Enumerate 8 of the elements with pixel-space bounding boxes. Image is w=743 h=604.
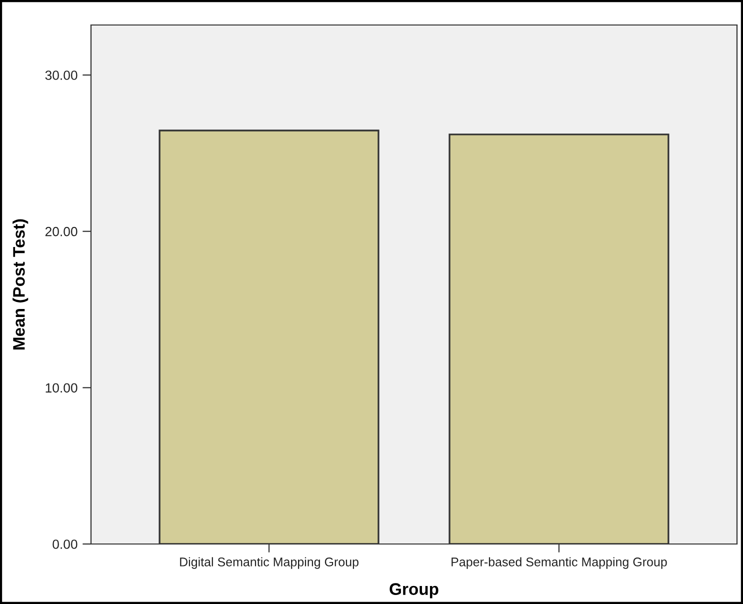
y-tick-label: 0.00 (52, 540, 78, 549)
y-tick-label: 20.00 (45, 226, 78, 236)
y-tick-label: 10.00 (46, 383, 78, 393)
y-axis-title: Mean (Post Test) (12, 219, 28, 350)
x-tick-label: Paper-based Semantic Mapping Group (452, 557, 667, 569)
x-tick-label: Digital Semantic Mapping Group (180, 557, 358, 569)
y-tick-label: 30.00 (45, 70, 78, 80)
x-axis-title: Group (390, 583, 438, 598)
